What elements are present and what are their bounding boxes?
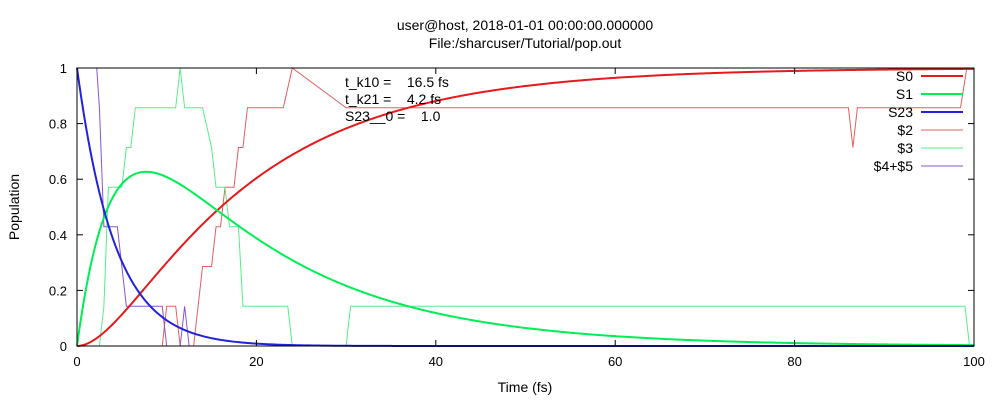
y-tick-label: 0.4 bbox=[49, 228, 67, 243]
plot-frame bbox=[76, 67, 975, 347]
chart-title: user@host, 2018-01-01 00:00:00.000000 bbox=[397, 17, 654, 33]
y-tick-label: 0.8 bbox=[49, 117, 67, 132]
ticks-layer: 0 20 40 60 80 100 0 0.2 0.4 0.6 0.8 1 bbox=[49, 61, 985, 369]
annotation-t-k21: t_k21 = 4.2 fs bbox=[345, 91, 441, 107]
legend: S0 S1 S23 $2 $3 $4+$5 bbox=[874, 68, 963, 174]
x-tick-label: 60 bbox=[608, 354, 622, 369]
annotation-s23-0: S23__0 = 1.0 bbox=[345, 108, 441, 124]
x-tick-label: 20 bbox=[249, 354, 263, 369]
y-tick-label: 0.2 bbox=[49, 283, 67, 298]
legend-label: S1 bbox=[896, 86, 913, 102]
y-tick-label: 1 bbox=[60, 61, 67, 76]
chart-subtitle: File:/sharcuser/Tutorial/pop.out bbox=[429, 35, 622, 51]
legend-label: S23 bbox=[888, 104, 913, 120]
legend-label: $2 bbox=[897, 122, 913, 138]
y-tick-label: 0.6 bbox=[49, 172, 67, 187]
x-tick-label: 100 bbox=[963, 354, 985, 369]
series-line-s0 bbox=[76, 67, 975, 347]
series-line-s1 bbox=[76, 170, 975, 347]
series-layer bbox=[76, 67, 975, 347]
legend-label: $4+$5 bbox=[874, 158, 914, 174]
y-axis-label: Population bbox=[6, 174, 22, 240]
x-tick-label: 0 bbox=[73, 354, 80, 369]
x-tick-label: 80 bbox=[787, 354, 801, 369]
x-tick-label: 40 bbox=[429, 354, 443, 369]
annotation-t-k10: t_k10 = 16.5 fs bbox=[345, 74, 449, 90]
legend-label: S0 bbox=[896, 68, 913, 84]
legend-label: $3 bbox=[897, 140, 913, 156]
y-tick-label: 0 bbox=[60, 339, 67, 354]
x-axis-label: Time (fs) bbox=[498, 379, 553, 395]
series-line--4-5 bbox=[96, 67, 974, 347]
